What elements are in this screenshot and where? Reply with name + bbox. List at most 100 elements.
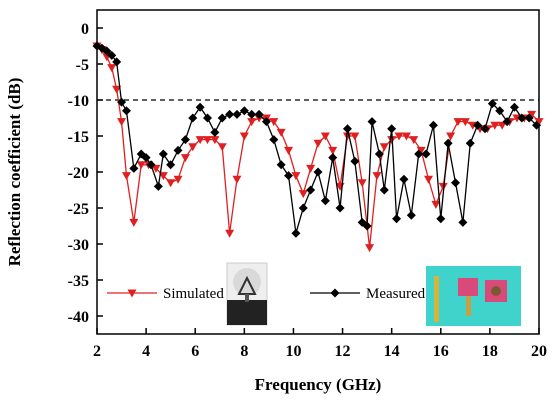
x-tick-label: 2 bbox=[93, 343, 101, 360]
marker bbox=[424, 175, 433, 184]
marker bbox=[180, 135, 190, 145]
photo-inset bbox=[426, 266, 521, 326]
marker bbox=[313, 167, 323, 177]
marker bbox=[112, 57, 122, 67]
marker bbox=[129, 163, 139, 173]
y-axis-title: Reflection coefficient (dB) bbox=[5, 78, 24, 267]
marker bbox=[291, 172, 301, 181]
marker bbox=[414, 149, 424, 159]
marker bbox=[298, 190, 308, 199]
marker bbox=[247, 118, 257, 127]
marker bbox=[399, 174, 409, 184]
marker bbox=[330, 288, 340, 298]
marker bbox=[173, 175, 183, 184]
marker bbox=[239, 132, 249, 141]
marker bbox=[225, 109, 235, 119]
marker bbox=[276, 160, 286, 170]
marker bbox=[166, 160, 176, 170]
marker bbox=[534, 118, 544, 127]
marker bbox=[342, 132, 352, 141]
marker bbox=[451, 178, 461, 188]
x-tick-label: 12 bbox=[335, 343, 351, 360]
x-tick-label: 20 bbox=[531, 343, 547, 360]
marker bbox=[239, 106, 249, 116]
marker bbox=[203, 113, 212, 123]
marker bbox=[335, 203, 345, 213]
marker bbox=[158, 149, 168, 159]
marker bbox=[473, 120, 483, 130]
marker bbox=[195, 102, 205, 112]
x-tick-label: 18 bbox=[482, 343, 498, 360]
marker bbox=[446, 132, 456, 141]
marker bbox=[102, 46, 112, 56]
y-tick-label: -5 bbox=[76, 57, 89, 74]
marker bbox=[387, 124, 397, 134]
marker bbox=[107, 50, 117, 60]
y-tick-label: -10 bbox=[68, 93, 89, 110]
marker bbox=[276, 128, 286, 137]
marker bbox=[487, 99, 497, 109]
x-tick-label: 16 bbox=[433, 343, 449, 360]
marker bbox=[362, 221, 372, 231]
y-tick-label: -40 bbox=[68, 309, 89, 326]
marker bbox=[443, 138, 453, 148]
marker bbox=[141, 153, 151, 163]
marker bbox=[261, 117, 271, 127]
marker bbox=[320, 132, 330, 141]
marker bbox=[328, 153, 338, 163]
marker bbox=[532, 120, 542, 130]
marker bbox=[217, 143, 227, 152]
x-axis-title: Frequency (GHz) bbox=[255, 375, 382, 394]
x-tick-label: 8 bbox=[240, 343, 248, 360]
x-tick-label: 4 bbox=[142, 343, 150, 360]
marker bbox=[320, 196, 330, 206]
marker bbox=[284, 171, 294, 181]
antenna-inset bbox=[226, 262, 268, 326]
marker bbox=[495, 106, 505, 116]
marker bbox=[372, 172, 382, 181]
marker bbox=[392, 214, 402, 224]
marker bbox=[306, 185, 316, 195]
marker bbox=[180, 154, 190, 163]
y-tick-label: 0 bbox=[81, 21, 89, 38]
marker bbox=[117, 118, 127, 127]
marker bbox=[509, 102, 519, 112]
marker bbox=[210, 127, 220, 137]
marker bbox=[151, 164, 161, 173]
marker bbox=[188, 143, 198, 152]
marker bbox=[502, 117, 512, 127]
marker bbox=[107, 64, 117, 73]
marker bbox=[254, 109, 264, 119]
marker bbox=[158, 172, 168, 181]
marker bbox=[217, 113, 227, 123]
marker bbox=[490, 121, 500, 130]
marker bbox=[357, 179, 367, 188]
marker bbox=[298, 203, 308, 213]
marker bbox=[374, 149, 384, 159]
marker bbox=[232, 109, 242, 119]
y-tick-label: -25 bbox=[68, 201, 89, 218]
marker bbox=[428, 120, 438, 130]
y-tick-label: -35 bbox=[68, 273, 89, 290]
marker bbox=[458, 217, 468, 227]
marker bbox=[210, 136, 220, 145]
marker bbox=[112, 85, 122, 94]
marker bbox=[394, 132, 404, 141]
marker bbox=[129, 218, 139, 227]
marker bbox=[269, 118, 279, 127]
marker bbox=[401, 132, 411, 141]
marker bbox=[379, 143, 389, 152]
marker bbox=[121, 106, 131, 116]
marker bbox=[453, 118, 463, 127]
marker bbox=[379, 185, 389, 195]
marker bbox=[431, 200, 441, 209]
marker bbox=[306, 164, 316, 173]
y-tick-label: -30 bbox=[68, 237, 89, 254]
marker bbox=[121, 172, 131, 181]
marker bbox=[497, 121, 507, 130]
marker bbox=[203, 136, 212, 145]
marker bbox=[350, 132, 360, 141]
marker bbox=[527, 110, 537, 119]
x-tick-label: 14 bbox=[384, 343, 400, 360]
y-tick-label: -20 bbox=[68, 165, 89, 182]
